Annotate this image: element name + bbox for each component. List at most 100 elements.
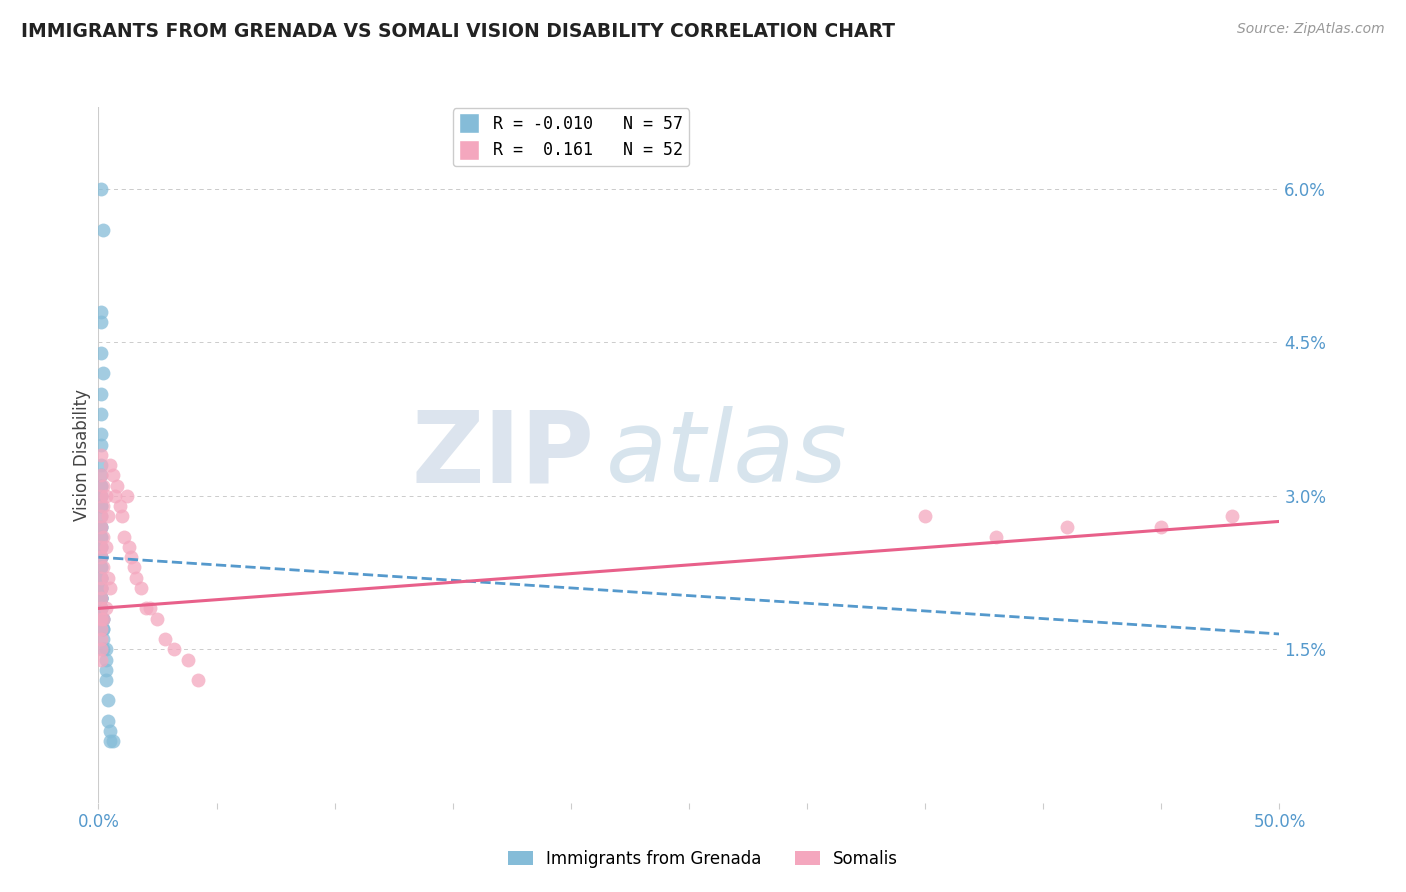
Point (90, 652, 112, 666)
Point (90, 601, 112, 615)
Point (97, 571, 120, 585)
Point (108, 499, 131, 513)
Point (105, 478, 128, 492)
Text: ZIP: ZIP (412, 407, 595, 503)
Point (94, 601, 117, 615)
Point (135, 601, 157, 615)
Point (90, 499, 112, 513)
Point (90, 468, 112, 483)
Point (91, 560, 114, 574)
Point (90, 427, 112, 442)
Y-axis label: Vision Disability: Vision Disability (73, 389, 91, 521)
Point (91, 478, 114, 492)
Point (90, 489, 112, 503)
Point (90, 458, 112, 472)
Point (115, 489, 138, 503)
Point (112, 530, 135, 544)
Point (91, 622, 114, 636)
Point (90, 345, 112, 359)
Point (139, 601, 162, 615)
Point (984, 530, 1007, 544)
Point (1220, 509, 1243, 524)
Legend: Immigrants from Grenada, Somalis: Immigrants from Grenada, Somalis (501, 844, 905, 875)
Point (90, 550, 112, 565)
Point (914, 509, 936, 524)
Point (91, 622, 114, 636)
Point (98, 724, 121, 739)
Point (98, 581, 121, 595)
Point (90, 540, 112, 554)
Point (90, 509, 112, 524)
Point (90, 601, 112, 615)
Point (90, 540, 112, 554)
Point (90, 581, 112, 595)
Point (90, 612, 112, 626)
Point (101, 734, 124, 748)
Point (94, 652, 117, 666)
Point (153, 632, 176, 646)
Point (90, 489, 112, 503)
Point (163, 642, 186, 657)
Point (90, 315, 112, 329)
Point (90, 560, 112, 574)
Point (90, 478, 112, 492)
Point (125, 571, 148, 585)
Point (91, 612, 114, 626)
Point (90, 540, 112, 554)
Point (90, 489, 112, 503)
Point (91, 499, 114, 513)
Point (90, 499, 112, 513)
Point (91, 223, 114, 237)
Point (104, 489, 127, 503)
Point (91, 612, 114, 626)
Point (90, 519, 112, 533)
Point (90, 550, 112, 565)
Point (94, 673, 117, 687)
Point (90, 407, 112, 421)
Text: Source: ZipAtlas.com: Source: ZipAtlas.com (1237, 22, 1385, 37)
Point (90, 632, 112, 646)
Point (90, 571, 112, 585)
Point (94, 663, 117, 677)
Point (1056, 519, 1078, 533)
Point (90, 438, 112, 452)
Point (90, 182, 112, 196)
Point (91, 366, 114, 380)
Point (90, 304, 112, 318)
Point (94, 489, 117, 503)
Point (90, 386, 112, 401)
Point (111, 509, 134, 524)
Point (90, 530, 112, 544)
Point (97, 693, 120, 707)
Point (118, 540, 141, 554)
Legend: R = -0.010   N = 57, R =  0.161   N = 52: R = -0.010 N = 57, R = 0.161 N = 52 (453, 109, 689, 166)
Point (146, 612, 169, 626)
Point (91, 642, 114, 657)
Point (97, 714, 120, 728)
Point (90, 509, 112, 524)
Point (90, 591, 112, 606)
Text: IMMIGRANTS FROM GRENADA VS SOMALI VISION DISABILITY CORRELATION CHART: IMMIGRANTS FROM GRENADA VS SOMALI VISION… (21, 22, 896, 41)
Point (91, 632, 114, 646)
Point (90, 642, 112, 657)
Point (97, 509, 120, 524)
Point (90, 571, 112, 585)
Point (90, 550, 112, 565)
Point (90, 581, 112, 595)
Point (90, 581, 112, 595)
Point (90, 601, 112, 615)
Point (90, 530, 112, 544)
Point (90, 622, 112, 636)
Point (122, 560, 145, 574)
Point (91, 612, 114, 626)
Point (94, 540, 117, 554)
Point (90, 519, 112, 533)
Point (90, 448, 112, 462)
Point (129, 581, 152, 595)
Text: atlas: atlas (606, 407, 848, 503)
Point (187, 673, 209, 687)
Point (98, 734, 121, 748)
Point (90, 571, 112, 585)
Point (98, 458, 121, 472)
Point (90, 519, 112, 533)
